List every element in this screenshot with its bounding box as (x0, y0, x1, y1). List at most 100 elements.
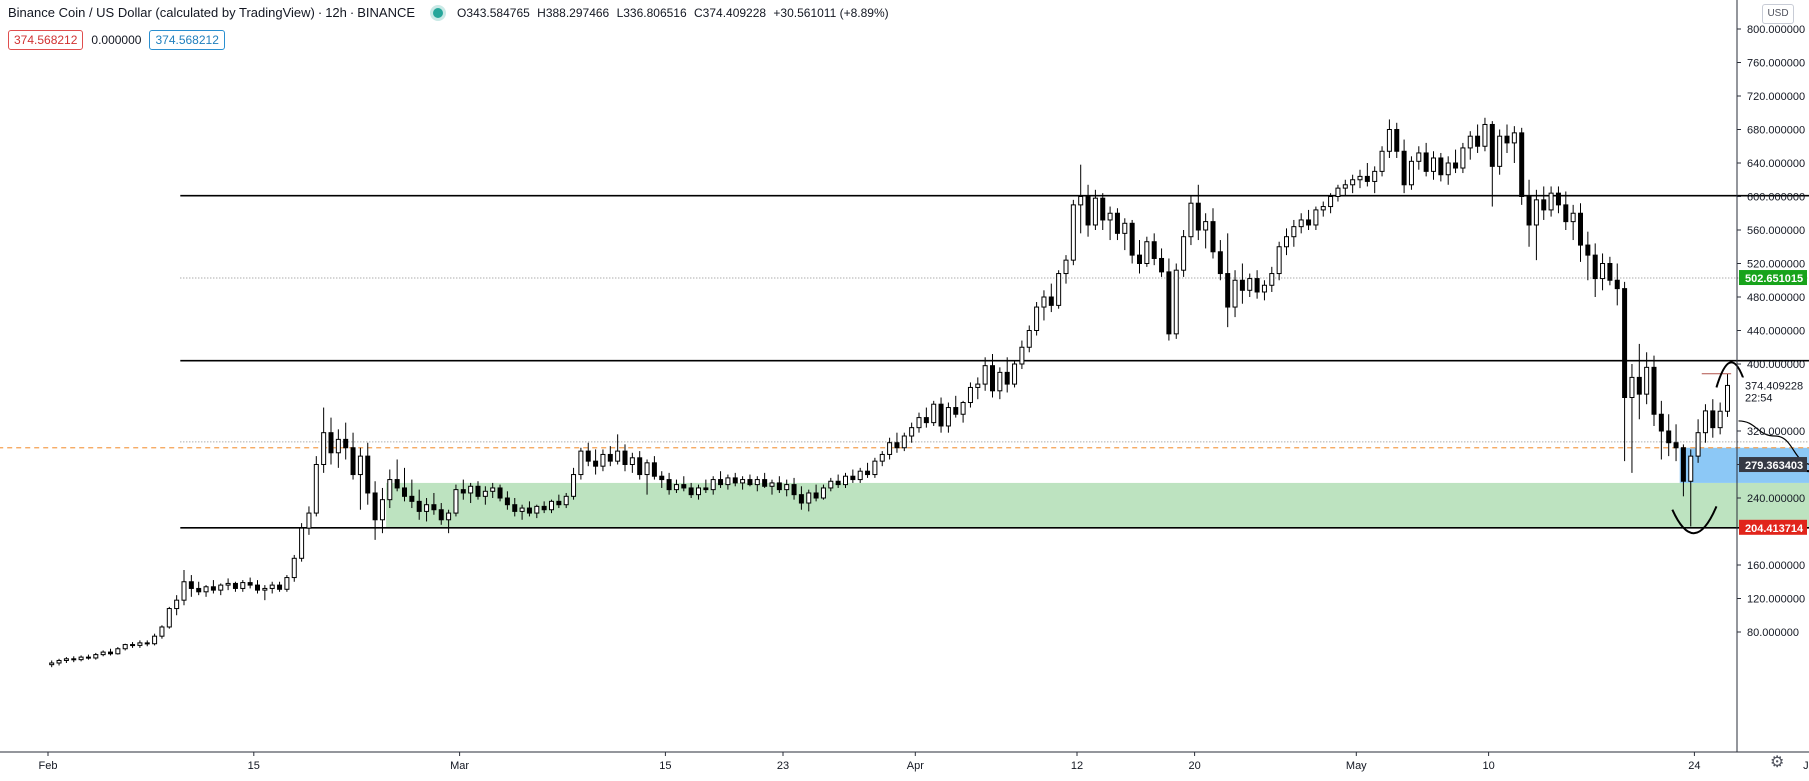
candle-down (211, 587, 215, 590)
candle-up (1696, 433, 1700, 456)
indicator-value-left: 374.568212 (8, 30, 83, 50)
candle-up (64, 659, 68, 661)
symbol-title[interactable]: Binance Coin / US Dollar (calculated by … (8, 5, 315, 20)
price-tick-label: 600.000000 (1747, 192, 1805, 204)
price-tick-label: 560.000000 (1747, 225, 1805, 237)
candle-up (880, 454, 884, 461)
time-tick-label: 20 (1188, 760, 1200, 772)
header-separator: · (350, 5, 354, 20)
currency-button[interactable]: USD (1762, 4, 1794, 24)
candle-up (645, 463, 649, 475)
ohlc-change: +30.561011 (+8.89%) (773, 6, 888, 20)
candle-up (380, 500, 384, 520)
candle-up (1292, 227, 1296, 237)
candle-down (660, 476, 664, 479)
candle-down (1218, 252, 1222, 274)
candle-up (1549, 193, 1553, 210)
candle-up (844, 476, 848, 484)
candle-down (1490, 124, 1494, 166)
candle-up (910, 428, 914, 436)
candle-up (241, 583, 245, 589)
candle-up (292, 558, 296, 577)
candle-up (968, 387, 972, 402)
candle-down (476, 486, 480, 496)
candle-down (1152, 242, 1156, 259)
ohlc-high-key: H (537, 6, 546, 20)
candles-layer (50, 118, 1731, 667)
candle-down (1542, 200, 1546, 210)
candle-up (79, 657, 83, 660)
candle-up (116, 649, 120, 654)
candle-up (1645, 367, 1649, 394)
candle-down (939, 404, 943, 426)
candle-up (1204, 222, 1208, 230)
candle-up (535, 506, 539, 513)
price-label-text: 204.413714 (1745, 523, 1804, 535)
candle-down (432, 505, 436, 510)
candle-down (1101, 198, 1105, 220)
candle-down (1454, 163, 1458, 168)
candle-down (608, 454, 612, 461)
candle-up (1329, 197, 1333, 207)
candle-up (182, 582, 186, 600)
candle-up (1343, 185, 1347, 188)
candle-up (821, 488, 825, 498)
candle-down (652, 463, 656, 476)
candle-down (1623, 289, 1627, 398)
candle-up (219, 585, 223, 590)
price-tick-label: 440.000000 (1747, 326, 1805, 338)
candle-up (57, 660, 61, 663)
interval-label[interactable]: 12h (325, 5, 347, 20)
candle-down (704, 488, 708, 490)
candle-down (248, 583, 252, 586)
candle-up (1285, 237, 1289, 247)
bar-countdown-text: 22:54 (1745, 392, 1773, 404)
candle-up (1373, 171, 1377, 181)
candle-down (586, 451, 590, 461)
candle-up (1093, 198, 1097, 225)
candle-up (616, 451, 620, 461)
candle-down (836, 481, 840, 484)
candle-down (799, 495, 803, 503)
candle-up (1534, 200, 1538, 225)
price-tick-label: 800.000000 (1747, 24, 1805, 36)
candle-down (1402, 151, 1406, 185)
candle-up (1013, 364, 1017, 384)
candle-up (873, 461, 877, 474)
gear-icon[interactable]: ⚙ (1770, 755, 1784, 771)
candle-down (1637, 377, 1641, 394)
candle-up (1314, 210, 1318, 225)
candle-down (366, 456, 370, 493)
candle-down (395, 480, 399, 488)
candle-up (1189, 203, 1193, 237)
candle-up (1446, 163, 1450, 175)
candle-up (741, 480, 745, 483)
candle-up (425, 505, 429, 512)
candle-up (1262, 285, 1266, 292)
candle-up (1601, 264, 1605, 279)
candle-down (1681, 448, 1685, 482)
candle-down (851, 476, 855, 479)
candle-up (550, 501, 554, 509)
candle-down (623, 451, 627, 464)
candle-down (748, 480, 752, 485)
candle-up (998, 372, 1002, 390)
candle-down (1586, 245, 1590, 255)
candle-up (336, 439, 340, 452)
candle-up (674, 485, 678, 490)
candle-up (1380, 151, 1384, 171)
candle-up (1182, 237, 1186, 271)
candle-up (785, 485, 789, 490)
ohlc-open-key: O (457, 6, 466, 20)
price-tick-label: 720.000000 (1747, 91, 1805, 103)
candle-down (233, 583, 237, 588)
candle-up (1718, 411, 1722, 427)
candle-up (94, 655, 98, 658)
candle-up (285, 578, 289, 590)
ohlc-high-value: 388.297466 (546, 6, 609, 20)
candle-up (1409, 161, 1413, 184)
candle-down (1659, 414, 1663, 431)
price-tick-label: 320.000000 (1747, 426, 1805, 438)
